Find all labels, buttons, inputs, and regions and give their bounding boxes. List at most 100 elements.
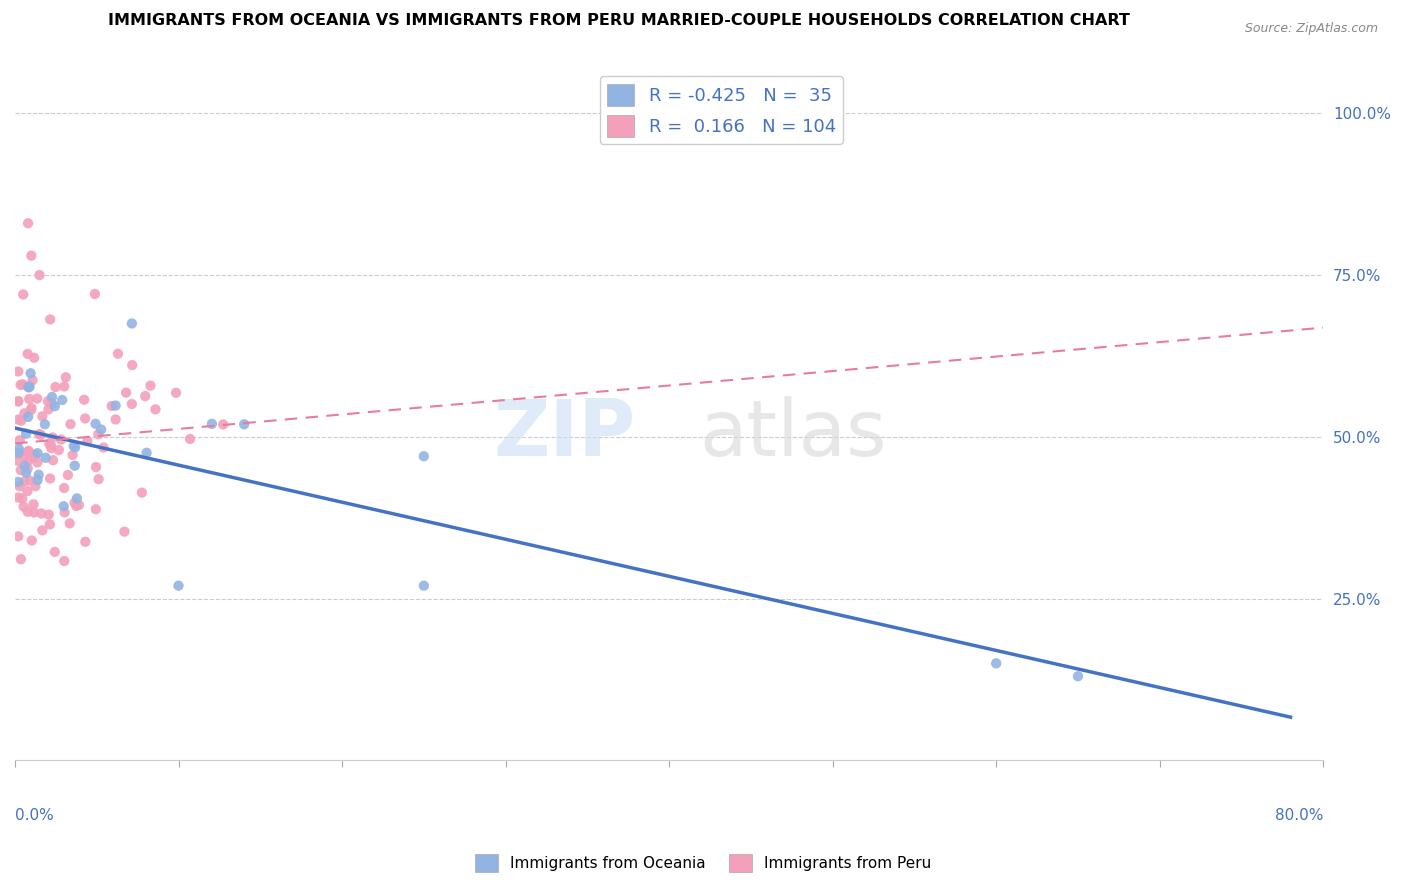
Point	[38, 517, 60, 532]
Point	[17, 216, 39, 230]
Point	[55, 370, 77, 384]
Point	[22, 351, 45, 365]
Point	[59, 417, 82, 431]
Point	[17, 505, 39, 519]
Text: 0.0%: 0.0%	[15, 808, 53, 823]
Point	[59, 516, 82, 531]
Point	[10, 552, 32, 566]
Point	[10, 414, 32, 428]
Point	[63, 458, 86, 473]
Legend: Immigrants from Oceania, Immigrants from Peru: Immigrants from Oceania, Immigrants from…	[468, 847, 938, 879]
Point	[7, 475, 30, 489]
Point	[44, 545, 66, 559]
Point	[31, 507, 53, 521]
Point	[75, 411, 97, 425]
Point	[17, 453, 39, 467]
Text: IMMIGRANTS FROM OCEANIA VS IMMIGRANTS FROM PERU MARRIED-COUPLE HOUSEHOLDS CORREL: IMMIGRANTS FROM OCEANIA VS IMMIGRANTS FR…	[108, 13, 1129, 29]
Point	[53, 554, 76, 568]
Point	[7, 447, 30, 461]
Point	[67, 498, 90, 512]
Point	[63, 496, 86, 510]
Point	[13, 500, 35, 514]
Point	[65, 499, 87, 513]
Point	[37, 394, 59, 409]
Point	[11, 287, 34, 301]
Point	[20, 401, 42, 415]
Point	[63, 441, 86, 455]
Point	[7, 446, 30, 460]
Point	[14, 474, 37, 488]
Text: atlas: atlas	[700, 396, 887, 472]
Point	[10, 463, 32, 477]
Point	[53, 379, 76, 393]
Point	[8, 433, 31, 447]
Point	[17, 443, 39, 458]
Point	[37, 402, 59, 417]
Text: ZIP: ZIP	[494, 396, 636, 472]
Point	[83, 287, 105, 301]
Point	[62, 439, 84, 453]
Point	[7, 412, 30, 426]
Point	[14, 458, 37, 473]
Point	[20, 366, 42, 380]
Point	[22, 497, 45, 511]
Point	[31, 409, 53, 424]
Point	[49, 433, 72, 447]
Point	[25, 392, 48, 406]
Point	[10, 377, 32, 392]
Point	[84, 460, 107, 475]
Point	[75, 534, 97, 549]
Point	[201, 417, 224, 431]
Point	[104, 412, 127, 426]
Point	[44, 399, 66, 413]
Point	[39, 442, 62, 456]
Point	[62, 448, 84, 462]
Point	[56, 467, 79, 482]
Point	[28, 268, 51, 282]
Point	[7, 442, 30, 456]
Point	[15, 466, 38, 480]
Point	[412, 579, 434, 593]
Point	[24, 448, 46, 462]
Point	[139, 378, 162, 392]
Text: 80.0%: 80.0%	[1275, 808, 1323, 823]
Point	[27, 473, 49, 487]
Point	[7, 364, 30, 378]
Point	[14, 449, 37, 463]
Point	[134, 389, 156, 403]
Point	[87, 427, 110, 442]
Point	[212, 417, 235, 432]
Point	[73, 392, 96, 407]
Point	[87, 472, 110, 486]
Point	[412, 449, 434, 463]
Point	[100, 399, 122, 413]
Point	[121, 358, 143, 372]
Point	[76, 434, 98, 448]
Point	[107, 347, 129, 361]
Point	[17, 409, 39, 424]
Point	[17, 380, 39, 394]
Point	[30, 428, 52, 442]
Point	[44, 380, 66, 394]
Point	[51, 392, 73, 407]
Point	[7, 529, 30, 543]
Point	[145, 402, 167, 417]
Point	[121, 397, 143, 411]
Legend: R = -0.425   N =  35, R =  0.166   N = 104: R = -0.425 N = 35, R = 0.166 N = 104	[600, 77, 844, 144]
Point	[986, 657, 1008, 671]
Point	[20, 249, 42, 263]
Point	[39, 438, 62, 452]
Point	[7, 454, 30, 468]
Point	[93, 441, 115, 455]
Point	[20, 403, 42, 417]
Point	[66, 491, 89, 506]
Point	[90, 422, 112, 436]
Point	[41, 396, 63, 410]
Point	[27, 455, 49, 469]
Point	[17, 380, 39, 394]
Point	[34, 417, 56, 432]
Point	[24, 479, 46, 493]
Point	[17, 347, 39, 361]
Point	[11, 491, 34, 506]
Point	[18, 474, 41, 488]
